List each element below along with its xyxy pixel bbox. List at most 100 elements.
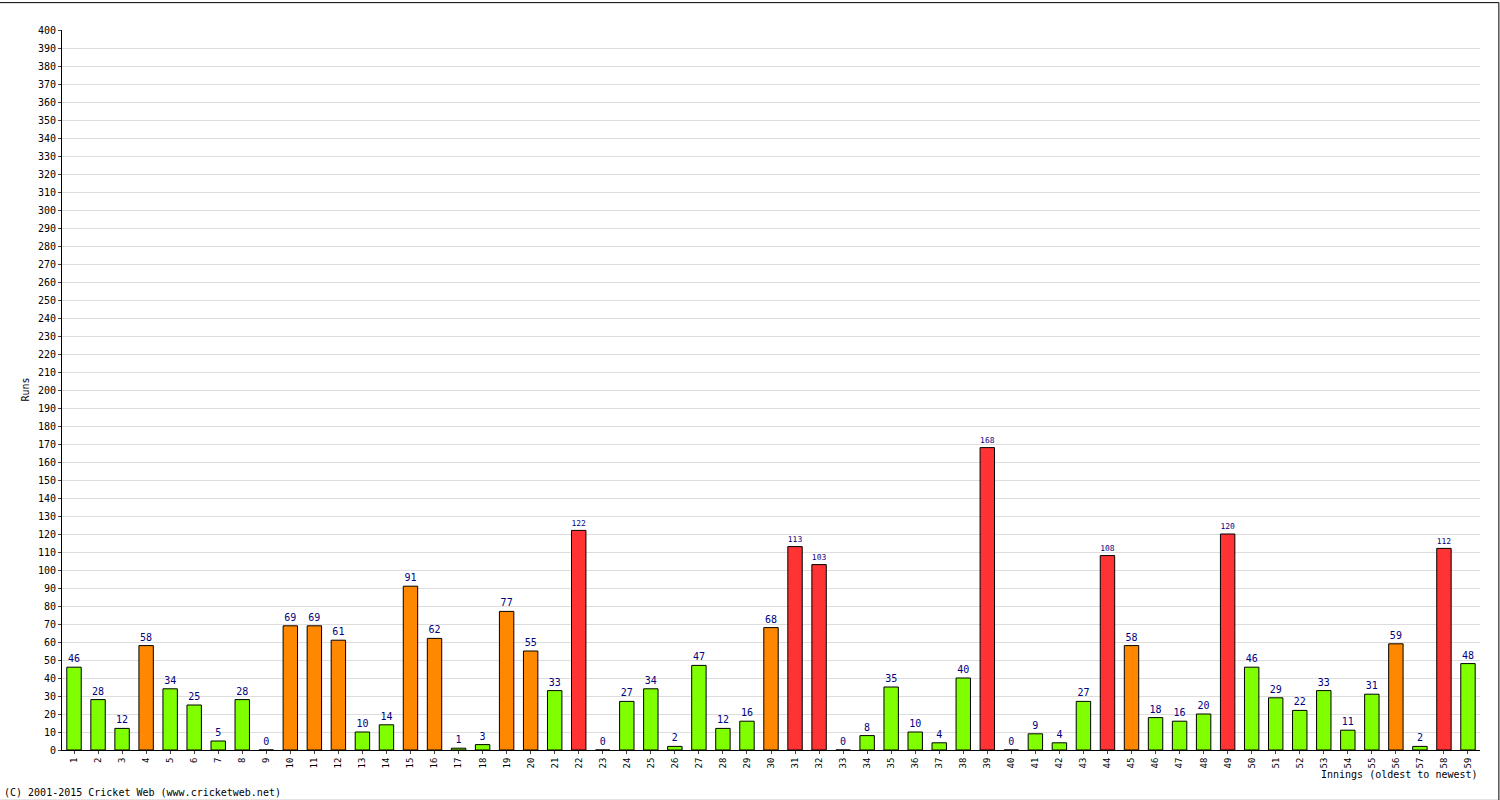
svg-text:70: 70: [44, 619, 56, 630]
svg-text:230: 230: [38, 331, 56, 342]
svg-text:290: 290: [38, 223, 56, 234]
svg-text:46: 46: [1150, 758, 1160, 769]
svg-text:3: 3: [480, 731, 486, 742]
svg-text:28: 28: [718, 758, 728, 769]
svg-text:50: 50: [44, 655, 56, 666]
svg-text:25: 25: [188, 691, 200, 702]
svg-text:10: 10: [285, 758, 295, 769]
svg-text:4: 4: [1056, 729, 1062, 740]
svg-text:21: 21: [550, 758, 560, 769]
svg-text:0: 0: [840, 736, 846, 747]
svg-text:390: 390: [38, 43, 56, 54]
svg-text:4: 4: [936, 729, 942, 740]
svg-text:44: 44: [1102, 758, 1112, 769]
svg-text:310: 310: [38, 187, 56, 198]
svg-text:33: 33: [549, 677, 561, 688]
svg-text:0: 0: [263, 736, 269, 747]
svg-text:54: 54: [1343, 758, 1353, 769]
svg-text:112: 112: [1437, 537, 1452, 546]
svg-text:47: 47: [1175, 758, 1185, 769]
svg-text:113: 113: [788, 535, 803, 544]
svg-text:23: 23: [598, 758, 608, 769]
svg-text:200: 200: [38, 385, 56, 396]
svg-text:30: 30: [44, 691, 56, 702]
svg-text:30: 30: [766, 758, 776, 769]
svg-text:69: 69: [308, 612, 320, 623]
svg-text:2: 2: [1417, 732, 1423, 743]
svg-text:29: 29: [742, 758, 752, 769]
svg-text:4: 4: [141, 758, 151, 763]
svg-text:10: 10: [356, 718, 368, 729]
svg-text:43: 43: [1078, 758, 1088, 769]
svg-text:130: 130: [38, 511, 56, 522]
svg-text:45: 45: [1126, 758, 1136, 769]
svg-text:11: 11: [309, 758, 319, 769]
svg-text:56: 56: [1391, 758, 1401, 769]
svg-text:58: 58: [1125, 632, 1137, 643]
svg-text:90: 90: [44, 583, 56, 594]
svg-text:27: 27: [694, 758, 704, 769]
svg-text:34: 34: [645, 675, 657, 686]
svg-text:20: 20: [1198, 700, 1210, 711]
svg-text:34: 34: [164, 675, 176, 686]
svg-text:24: 24: [622, 758, 632, 769]
svg-text:400: 400: [38, 25, 56, 36]
svg-text:22: 22: [574, 758, 584, 769]
svg-text:42: 42: [1054, 758, 1064, 769]
svg-text:17: 17: [453, 758, 463, 769]
svg-text:48: 48: [1462, 650, 1474, 661]
svg-text:8: 8: [237, 758, 247, 763]
svg-text:1: 1: [456, 734, 462, 745]
svg-text:91: 91: [404, 572, 416, 583]
svg-text:33: 33: [838, 758, 848, 769]
svg-text:39: 39: [982, 758, 992, 769]
svg-text:51: 51: [1271, 758, 1281, 769]
svg-text:(C) 2001-2015 Cricket Web (www: (C) 2001-2015 Cricket Web (www.cricketwe…: [4, 787, 281, 798]
svg-text:59: 59: [1463, 758, 1473, 769]
svg-text:31: 31: [1366, 680, 1378, 691]
svg-text:41: 41: [1030, 758, 1040, 769]
svg-text:28: 28: [92, 686, 104, 697]
svg-text:370: 370: [38, 79, 56, 90]
svg-text:6: 6: [189, 758, 199, 763]
svg-text:360: 360: [38, 97, 56, 108]
svg-text:52: 52: [1295, 758, 1305, 769]
svg-text:59: 59: [1390, 630, 1402, 641]
svg-text:300: 300: [38, 205, 56, 216]
svg-text:168: 168: [980, 436, 995, 445]
svg-text:27: 27: [621, 687, 633, 698]
svg-text:150: 150: [38, 475, 56, 486]
svg-text:140: 140: [38, 493, 56, 504]
svg-text:5: 5: [215, 727, 221, 738]
svg-text:180: 180: [38, 421, 56, 432]
svg-text:9: 9: [1032, 720, 1038, 731]
svg-text:61: 61: [332, 626, 344, 637]
svg-text:20: 20: [44, 709, 56, 720]
svg-text:13: 13: [357, 758, 367, 769]
svg-text:120: 120: [1220, 522, 1235, 531]
svg-text:14: 14: [380, 711, 392, 722]
svg-text:15: 15: [405, 758, 415, 769]
svg-text:49: 49: [1223, 758, 1233, 769]
svg-text:47: 47: [693, 651, 705, 662]
svg-text:29: 29: [1270, 684, 1282, 695]
svg-text:7: 7: [213, 758, 223, 763]
svg-text:280: 280: [38, 241, 56, 252]
svg-text:12: 12: [333, 758, 343, 769]
svg-text:8: 8: [864, 722, 870, 733]
svg-text:5: 5: [165, 758, 175, 763]
svg-text:40: 40: [44, 673, 56, 684]
svg-text:25: 25: [646, 758, 656, 769]
svg-text:31: 31: [790, 758, 800, 769]
svg-text:250: 250: [38, 295, 56, 306]
svg-text:55: 55: [1367, 758, 1377, 769]
svg-text:1: 1: [69, 758, 79, 763]
svg-text:18: 18: [478, 758, 488, 769]
svg-text:28: 28: [236, 686, 248, 697]
svg-text:210: 210: [38, 367, 56, 378]
svg-text:46: 46: [68, 653, 80, 664]
svg-text:37: 37: [934, 758, 944, 769]
svg-text:9: 9: [261, 758, 271, 763]
svg-text:38: 38: [958, 758, 968, 769]
svg-text:190: 190: [38, 403, 56, 414]
